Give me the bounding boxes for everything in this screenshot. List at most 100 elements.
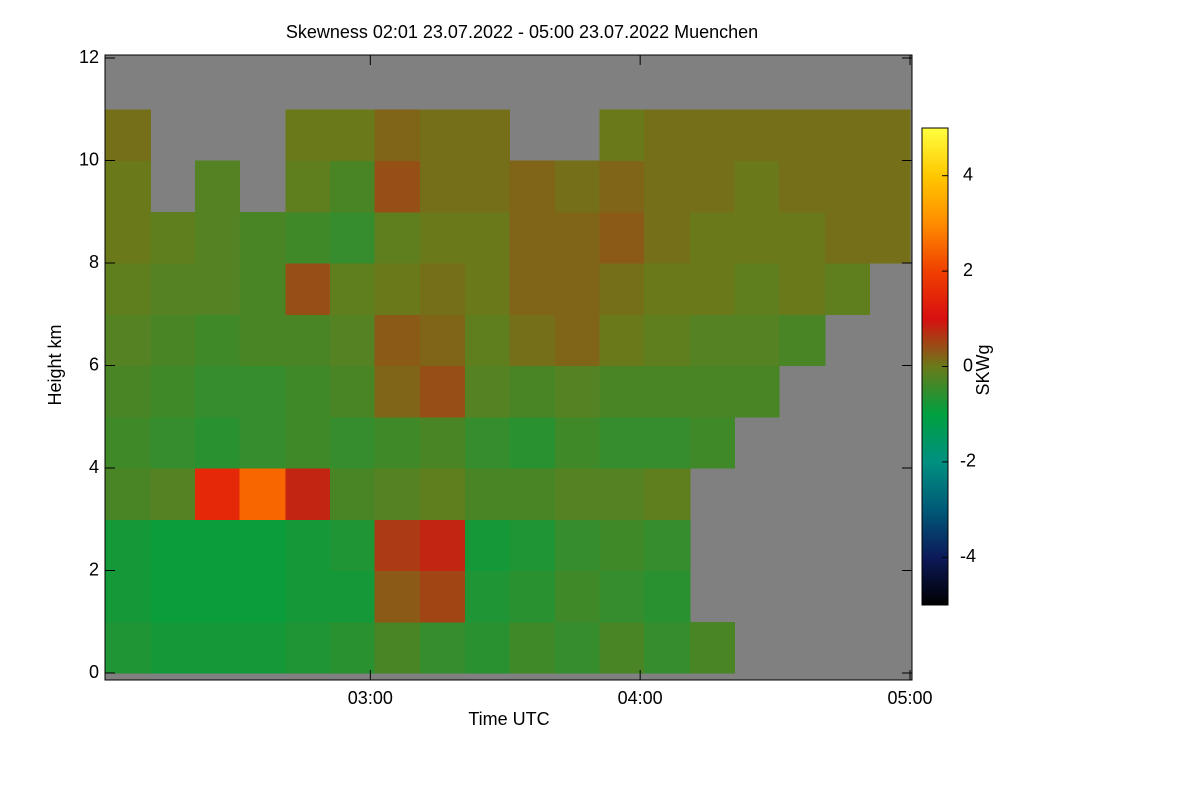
heatmap-cell — [464, 365, 510, 418]
colorbar-tick-label: 2 — [963, 260, 973, 280]
heatmap-cell — [825, 211, 871, 264]
y-tick-label: 8 — [89, 252, 99, 272]
heatmap-cell — [194, 263, 240, 315]
heatmap-cell — [825, 263, 871, 315]
heatmap-cell — [734, 263, 780, 315]
heatmap-cell — [239, 621, 286, 674]
y-tick-label: 0 — [89, 662, 99, 682]
heatmap-cell — [150, 365, 196, 418]
heatmap-cell — [464, 109, 510, 161]
heatmap-cell — [779, 109, 826, 161]
colorbar-tick-label: -4 — [960, 546, 976, 566]
heatmap-cell — [690, 314, 736, 366]
heatmap-cell — [194, 621, 240, 674]
heatmap-cell — [420, 519, 466, 571]
heatmap-cell — [285, 160, 331, 213]
heatmap-cell — [599, 211, 645, 264]
heatmap-cell — [150, 621, 196, 674]
y-axis-label: Height km — [45, 324, 65, 405]
heatmap-cell — [150, 570, 196, 623]
heatmap-cell — [869, 211, 911, 264]
heatmap-cell — [329, 160, 375, 213]
heatmap-cell — [464, 211, 510, 264]
heatmap-cell — [194, 468, 240, 520]
heatmap-cell — [555, 416, 601, 469]
heatmap-cell — [734, 365, 780, 418]
colorbar-tick-label: 4 — [963, 164, 973, 184]
heatmap-cell — [734, 211, 780, 264]
heatmap-cell — [105, 109, 151, 161]
heatmap-cell — [644, 519, 691, 571]
heatmap-cell — [150, 519, 196, 571]
x-tick-label: 04:00 — [618, 688, 663, 708]
heatmap-cell — [555, 570, 601, 623]
heatmap-cell — [194, 160, 240, 213]
heatmap-cell — [194, 211, 240, 264]
heatmap-cell — [464, 519, 510, 571]
heatmap-cell — [464, 570, 510, 623]
heatmap-cell — [285, 263, 331, 315]
heatmap-cell — [555, 468, 601, 520]
heatmap-cell — [869, 109, 911, 161]
heatmap-cell — [599, 263, 645, 315]
heatmap-cell — [105, 621, 151, 674]
heatmap-cell — [420, 365, 466, 418]
y-tick-label: 4 — [89, 457, 99, 477]
heatmap-cell — [239, 416, 286, 469]
heatmap-cell — [105, 416, 151, 469]
heatmap-cell — [150, 263, 196, 315]
heatmap-cell — [239, 468, 286, 520]
heatmap-cell — [509, 416, 556, 469]
heatmap — [105, 55, 912, 680]
heatmap-cell — [329, 570, 375, 623]
heatmap-cell — [555, 519, 601, 571]
heatmap-cell — [105, 468, 151, 520]
heatmap-cell — [420, 416, 466, 469]
heatmap-cell — [374, 468, 421, 520]
heatmap-cell — [509, 211, 556, 264]
heatmap-cell — [285, 365, 331, 418]
heatmap-cell — [285, 211, 331, 264]
heatmap-cell — [509, 468, 556, 520]
heatmap-cell — [285, 314, 331, 366]
heatmap-cell — [644, 416, 691, 469]
heatmap-cell — [599, 570, 645, 623]
heatmap-cell — [644, 365, 691, 418]
x-tick-label: 03:00 — [348, 688, 393, 708]
heatmap-cell — [329, 416, 375, 469]
heatmap-cell — [690, 211, 736, 264]
heatmap-cell — [464, 416, 510, 469]
heatmap-cell — [555, 621, 601, 674]
y-tick-label: 10 — [79, 149, 99, 169]
heatmap-cell — [644, 570, 691, 623]
heatmap-cell — [509, 570, 556, 623]
heatmap-cell — [329, 314, 375, 366]
heatmap-cell — [555, 160, 601, 213]
heatmap-cell — [374, 109, 421, 161]
heatmap-cell — [239, 570, 286, 623]
y-tick-label: 2 — [89, 559, 99, 579]
heatmap-cell — [690, 416, 736, 469]
heatmap-cell — [644, 263, 691, 315]
heatmap-cell — [285, 468, 331, 520]
heatmap-cell — [420, 211, 466, 264]
heatmap-cell — [194, 519, 240, 571]
heatmap-cell — [150, 468, 196, 520]
heatmap-cell — [239, 211, 286, 264]
heatmap-cell — [644, 468, 691, 520]
heatmap-cell — [779, 263, 826, 315]
heatmap-cell — [194, 416, 240, 469]
heatmap-cell — [825, 160, 871, 213]
heatmap-cell — [105, 570, 151, 623]
heatmap-cell — [644, 160, 691, 213]
heatmap-cell — [329, 263, 375, 315]
heatmap-cell — [194, 365, 240, 418]
heatmap-cell — [555, 211, 601, 264]
heatmap-cell — [420, 570, 466, 623]
plot-frame — [104, 54, 913, 681]
heatmap-cell — [105, 519, 151, 571]
heatmap-cell — [644, 109, 691, 161]
heatmap-cell — [150, 416, 196, 469]
heatmap-cell — [374, 570, 421, 623]
